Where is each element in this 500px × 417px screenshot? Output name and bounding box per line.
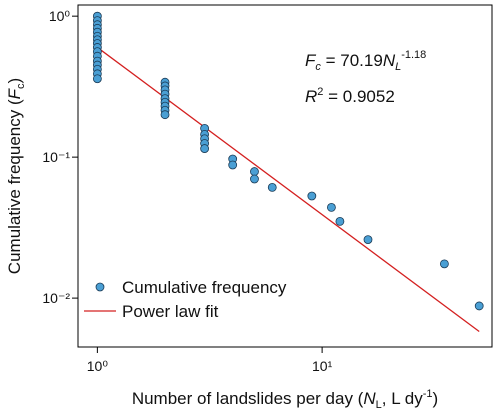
x-tick-label: 10⁰ [87, 358, 109, 374]
data-point [92, 74, 102, 84]
data-point [474, 301, 484, 311]
legend-label: Power law fit [122, 302, 219, 321]
x-axis-label: Number of landslides per day (NL, L dy-1… [132, 388, 438, 411]
data-point [228, 160, 238, 170]
y-axis-label: Cumulative frequency (Fc) [5, 78, 27, 274]
data-point [160, 110, 170, 120]
equation: Fc = 70.19NL-1.18 [305, 49, 426, 73]
legend-marker [95, 282, 105, 292]
y-tick-label: 10⁰ [49, 8, 71, 24]
data-point [307, 191, 317, 201]
data-point [439, 259, 449, 269]
plot-frame [77, 4, 493, 348]
data-point [250, 167, 259, 176]
data-point [335, 217, 345, 226]
y-tick-label: 10⁻² [42, 290, 70, 306]
data-point [363, 235, 373, 245]
data-point [327, 203, 336, 212]
y-tick-label: 10⁻¹ [42, 149, 70, 165]
x-tick-label: 10¹ [312, 358, 333, 374]
data-point [200, 144, 210, 153]
data-point [267, 183, 277, 192]
r-squared: R2 = 0.9052 [305, 86, 395, 106]
legend-label: Cumulative frequency [122, 278, 287, 297]
data-point [250, 174, 259, 184]
